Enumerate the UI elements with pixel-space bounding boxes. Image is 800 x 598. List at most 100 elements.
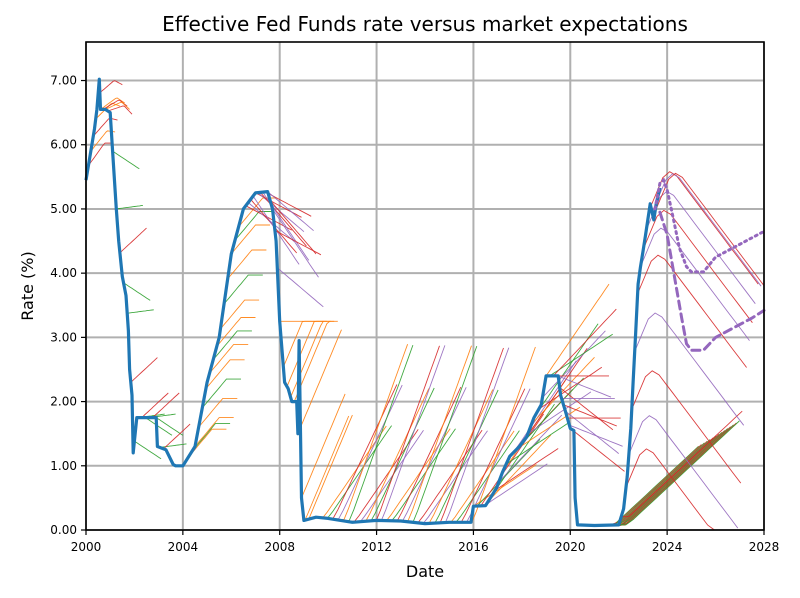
expectation-curve: [457, 388, 531, 523]
expectation-curve: [366, 345, 440, 522]
expectation-curve: [637, 254, 747, 368]
expectation-curve: [155, 417, 184, 436]
expectation-curve: [612, 424, 734, 526]
expectation-curve: [557, 375, 612, 398]
expectation-curve: [494, 448, 559, 491]
expectation-curve: [552, 308, 617, 377]
expectation-curve: [112, 150, 140, 170]
x-tick-label: 2008: [264, 540, 295, 554]
expectation-curve: [542, 330, 606, 398]
expectation-curve: [436, 347, 510, 524]
expectation-curve: [304, 415, 350, 521]
expectation-curve: [425, 389, 499, 525]
expectation-curve: [586, 440, 708, 526]
expectation-curve: [230, 224, 270, 255]
expectation-curve: [631, 370, 742, 484]
y-tick-label: 3.00: [50, 330, 77, 344]
expectation-curve: [152, 392, 180, 418]
effective-rate-line: [84, 77, 662, 528]
expectation-curve: [640, 227, 750, 341]
expectation-curve: [100, 97, 125, 110]
expectation-curve: [476, 438, 541, 507]
expectation-curve: [116, 204, 143, 210]
expectation-curve: [452, 388, 526, 523]
expectation-curve: [97, 80, 123, 95]
expectation-curve: [414, 430, 488, 523]
x-tick-label: 2020: [555, 540, 586, 554]
expectation-dotted-line: [653, 177, 766, 274]
expectation-curve: [523, 348, 588, 441]
expectation-curve: [462, 346, 536, 523]
expectation-curve: [212, 330, 252, 361]
axis-ticks: 2000 2004 2008 2012 2016 2020 2024 2028 0.00 1.00…: [50, 74, 779, 554]
y-tick-label: 5.00: [50, 202, 77, 216]
expectation-curve: [324, 384, 398, 519]
expectation-curve: [527, 391, 592, 435]
chart-title: Effective Fed Funds rate versus market e…: [162, 12, 688, 36]
plot-frame: [85, 41, 765, 531]
expectation-curve: [580, 444, 702, 526]
expectation-curve: [520, 377, 584, 446]
x-tick-label: 2012: [361, 540, 392, 554]
x-axis-label: Date: [406, 562, 444, 581]
expectation-curve: [198, 397, 238, 428]
expectation-curve: [107, 105, 133, 115]
expectation-curve: [446, 430, 520, 523]
expectation-curve: [190, 422, 231, 453]
expectation-curve: [257, 192, 305, 233]
expectation-curve: [603, 430, 726, 526]
expectation-curve: [194, 417, 234, 447]
expectation-curve: [301, 393, 346, 499]
expectation-curve: [393, 387, 467, 522]
y-tick-label: 6.00: [50, 138, 77, 152]
expectation-curves: [88, 80, 765, 531]
expectation-curve: [609, 426, 731, 526]
expectation-curve: [234, 211, 274, 241]
expectation-curve: [398, 345, 472, 522]
expectation-curve: [531, 356, 595, 425]
expectation-curve: [569, 424, 623, 447]
expectation-curve: [88, 142, 113, 166]
expectation-curve: [216, 317, 256, 347]
expectation-curve: [538, 366, 603, 410]
y-tick-label: 4.00: [50, 266, 77, 280]
expectation-curve: [618, 420, 740, 526]
expectation-curve: [487, 434, 552, 503]
expectation-curve: [141, 392, 169, 418]
expectation-curve: [651, 173, 762, 287]
expectation-curve: [227, 249, 267, 280]
expectation-curve: [628, 415, 739, 529]
expectation-curve: [340, 344, 414, 521]
expectation-curve: [648, 171, 759, 285]
y-axis-label: Rate (%): [18, 251, 37, 320]
x-tick-label: 2016: [458, 540, 489, 554]
expectation-curve: [625, 448, 735, 531]
expectation-curve: [145, 417, 173, 436]
x-tick-label: 2024: [652, 540, 683, 554]
expectation-curve: [297, 329, 342, 434]
y-tick-label: 0.00: [50, 523, 77, 537]
expectation-curve: [205, 359, 245, 389]
expectation-curve: [361, 387, 435, 523]
expectation-curve: [313, 425, 387, 519]
y-tick-label: 2.00: [50, 395, 77, 409]
expectation-curve: [134, 440, 162, 460]
expectation-curve: [356, 388, 430, 523]
expectation-curve: [563, 404, 617, 427]
expectation-curve: [318, 425, 392, 518]
expectation-curve: [545, 283, 610, 377]
expectation-curve: [163, 423, 191, 450]
expectation-curve: [606, 428, 729, 526]
expectation-curve: [293, 320, 338, 402]
expectation-curve: [484, 463, 548, 507]
expectation-curve: [308, 414, 353, 520]
series-layer: [84, 77, 766, 528]
expectation-curve: [382, 428, 456, 521]
expectation-curve: [223, 274, 263, 305]
x-tick-label: 2004: [168, 540, 199, 554]
expectation-curve: [404, 345, 478, 522]
expectation-curve: [201, 378, 241, 409]
expectation-curve: [105, 101, 130, 110]
expectation-curve: [277, 267, 324, 308]
